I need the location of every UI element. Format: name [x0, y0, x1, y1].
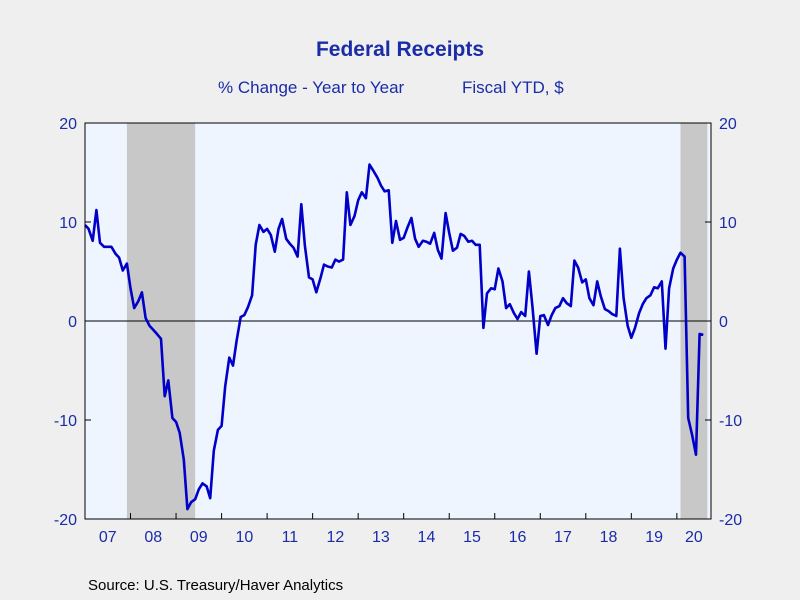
y-tick-label-left: 10 — [59, 215, 77, 232]
y-tick-label-right: 20 — [719, 116, 737, 133]
x-tick-label: 20 — [685, 529, 703, 546]
x-tick-label: 07 — [99, 529, 117, 546]
source-note: Source: U.S. Treasury/Haver Analytics — [88, 577, 344, 594]
x-tick-label: 16 — [509, 529, 527, 546]
y-tick-label-right: 0 — [719, 314, 728, 331]
y-tick-label-right: -20 — [719, 512, 742, 529]
axes: -20 -20 -10 -10 0 0 10 10 20 20 07 08 09 10 11 12 13 14 15… — [54, 116, 742, 546]
x-tick-label: 14 — [418, 529, 436, 546]
x-tick-label: 17 — [554, 529, 572, 546]
y-tick-label-left: -20 — [54, 512, 77, 529]
x-tick-label: 15 — [463, 529, 481, 546]
x-tick-label: 10 — [235, 529, 253, 546]
x-tick-label: 12 — [327, 529, 345, 546]
x-tick-label: 09 — [190, 529, 208, 546]
x-tick-label: 08 — [144, 529, 162, 546]
chart-title: Federal Receipts — [315, 38, 485, 61]
x-tick-label: 19 — [645, 529, 663, 546]
chart-subtitle-right: Fiscal YTD, $ — [462, 78, 564, 97]
y-tick-label-right: 10 — [719, 215, 737, 232]
y-tick-label-right: -10 — [719, 413, 742, 430]
y-tick-label-left: 0 — [68, 314, 77, 331]
series-line — [84, 163, 704, 511]
x-tick-label: 13 — [372, 529, 390, 546]
x-tick-label: 18 — [600, 529, 618, 546]
y-tick-label-left: 20 — [59, 116, 77, 133]
y-tick-label-left: -10 — [54, 413, 77, 430]
chart-subtitle-left: % Change - Year to Year — [218, 78, 405, 97]
plot-border — [84, 122, 712, 520]
x-tick-label: 11 — [282, 529, 299, 546]
